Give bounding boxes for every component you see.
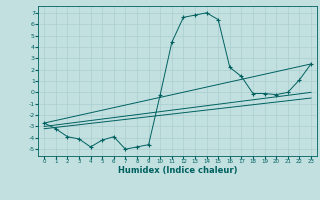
X-axis label: Humidex (Indice chaleur): Humidex (Indice chaleur): [118, 166, 237, 175]
